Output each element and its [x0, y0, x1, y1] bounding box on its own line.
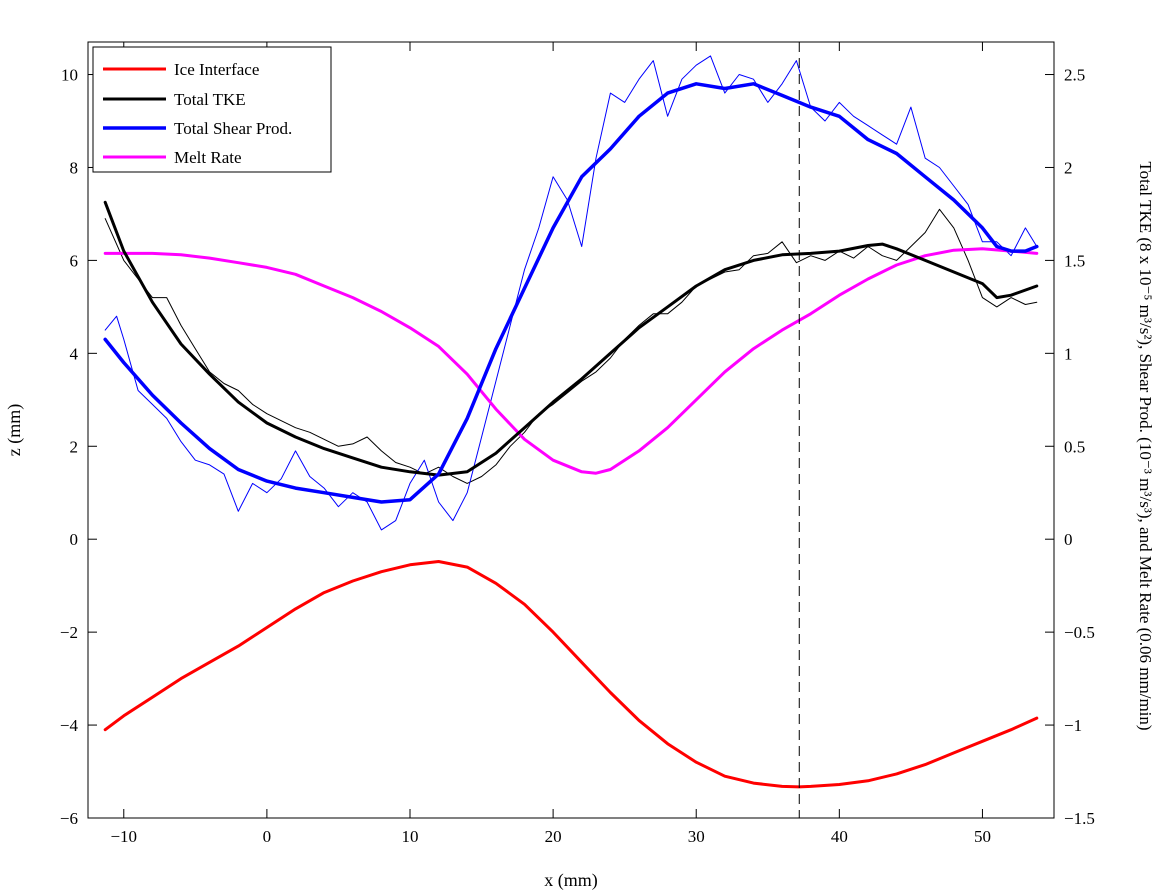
x-tick-label: 0 [263, 827, 272, 846]
x-tick-label: 40 [831, 827, 848, 846]
plot-frame [87, 41, 1055, 819]
y-axis-right-label: Total TKE (8 x 10⁻⁵ m³/s²), Shear Prod. … [1136, 161, 1155, 730]
x-tick-label: −10 [110, 827, 137, 846]
y-tick-label: 6 [70, 251, 79, 270]
series-line-melt-rate [103, 247, 1039, 475]
y-tick-label: 0 [70, 530, 79, 549]
legend-label-melt-rate: Melt Rate [174, 148, 242, 167]
y-tick-label: −2 [60, 623, 78, 642]
y-tick-right-label: 0 [1064, 530, 1073, 549]
legend: Ice Interface Total TKE Total Shear Prod… [92, 46, 332, 173]
y-tick-right-label: −1.5 [1064, 809, 1095, 828]
y-tick-right-label: 2.5 [1064, 66, 1085, 85]
y-tick-right-label: 0.5 [1064, 437, 1085, 456]
y-tick-label: 10 [61, 66, 78, 85]
series-line-total-tke [103, 200, 1039, 477]
y-tick-label: 8 [70, 158, 79, 177]
series-line-total-tke-raw [104, 208, 1038, 484]
y-tick-right-label: −1 [1064, 716, 1082, 735]
y-axis-label: z (mm) [4, 404, 25, 456]
y-tick-label: −6 [60, 809, 78, 828]
x-tick-label: 20 [545, 827, 562, 846]
y-tick-right-label: 1.5 [1064, 251, 1085, 270]
x-tick-label: 10 [402, 827, 419, 846]
y-tick-right-label: 2 [1064, 158, 1073, 177]
legend-label-total-tke: Total TKE [174, 90, 246, 109]
legend-label-ice-interface: Ice Interface [174, 60, 259, 79]
y-tick-right-label: −0.5 [1064, 623, 1095, 642]
legend-label-total-shear-prod: Total Shear Prod. [174, 119, 292, 138]
y-tick-right-label: 1 [1064, 344, 1073, 363]
series-line-ice-interface [103, 560, 1039, 789]
x-tick-label: 30 [688, 827, 705, 846]
series-line-total-shear-prod [103, 82, 1039, 504]
ticks-layer: −10 0 10 20 30 40 50 −6 −4 −2 0 2 4 6 8 10 −1.5 −1 −0.5 0 0.… [60, 42, 1095, 846]
x-tick-label: 50 [974, 827, 991, 846]
y-tick-label: 2 [70, 437, 79, 456]
x-axis-label: x (mm) [544, 870, 598, 891]
y-tick-label: −4 [60, 716, 79, 735]
series-layer [103, 55, 1039, 789]
y-tick-label: 4 [70, 344, 79, 363]
